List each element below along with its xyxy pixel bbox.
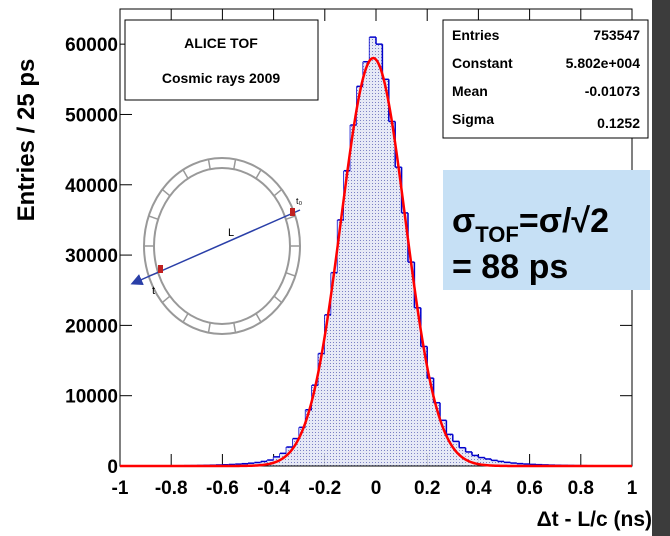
histogram-bar bbox=[305, 409, 312, 466]
x-tick-label: 0.4 bbox=[465, 478, 492, 499]
title-box bbox=[124, 19, 319, 101]
title-line: Cosmic rays 2009 bbox=[162, 70, 281, 86]
detector-diagram bbox=[130, 157, 301, 335]
stats-value: 753547 bbox=[593, 27, 640, 43]
diagram-label: L bbox=[228, 227, 234, 239]
stats-box bbox=[442, 19, 649, 139]
histogram-bar bbox=[318, 353, 325, 466]
histogram-bar bbox=[344, 170, 351, 466]
stats-name: Entries bbox=[452, 27, 500, 43]
histogram-bar bbox=[414, 307, 421, 466]
stats-value: 0.1252 bbox=[597, 115, 640, 131]
x-tick-label: 0.8 bbox=[568, 478, 594, 499]
y-tick-label: 30000 bbox=[65, 246, 118, 267]
x-tick-label: -0.6 bbox=[206, 478, 239, 499]
histogram-bar bbox=[446, 434, 453, 466]
histogram-bar bbox=[395, 167, 402, 466]
diagram-label: t₀ bbox=[296, 196, 303, 206]
stats-value: 5.802e+004 bbox=[566, 55, 641, 71]
annotation: = 88 ps bbox=[452, 248, 568, 286]
histogram-bar bbox=[401, 212, 408, 466]
y-tick-label: 0 bbox=[107, 457, 118, 478]
histogram-bar bbox=[484, 458, 492, 466]
y-tick-label: 10000 bbox=[65, 387, 118, 408]
stats-name: Mean bbox=[452, 83, 488, 99]
histogram-bar bbox=[382, 79, 389, 467]
histogram-bar bbox=[286, 447, 293, 466]
histogram-bar bbox=[299, 427, 306, 466]
y-tick-label: 20000 bbox=[65, 316, 118, 337]
stats-name: Constant bbox=[452, 55, 513, 71]
x-tick-label: 0 bbox=[371, 478, 382, 499]
y-tick-label: 40000 bbox=[65, 176, 118, 197]
x-tick-label: 1 bbox=[627, 478, 638, 499]
histogram-bar bbox=[440, 420, 447, 466]
title-line: ALICE TOF bbox=[184, 35, 258, 51]
histogram-bar bbox=[280, 453, 287, 466]
stats-name: Sigma bbox=[452, 111, 494, 127]
histogram-bar bbox=[312, 385, 319, 466]
x-tick-label: -0.4 bbox=[257, 478, 290, 499]
histogram-bar bbox=[408, 262, 415, 466]
y-tick-label: 60000 bbox=[65, 35, 118, 56]
histogram-bar bbox=[363, 61, 370, 466]
y-tick-label: 50000 bbox=[65, 105, 118, 126]
histogram-bar bbox=[356, 86, 364, 466]
x-tick-label: 0.2 bbox=[414, 478, 440, 499]
annotation-box bbox=[443, 170, 650, 290]
x-axis-label: Δt - L/c (ns) bbox=[537, 508, 652, 531]
annotation-part: =σ/√2 bbox=[519, 202, 609, 240]
histogram-bar bbox=[388, 121, 396, 466]
histogram-bar bbox=[337, 219, 344, 466]
histogram-bar bbox=[433, 402, 440, 466]
histogram-bar bbox=[376, 44, 383, 467]
histogram-bar bbox=[369, 37, 376, 466]
x-tick-label: -0.2 bbox=[308, 478, 341, 499]
histogram-bar bbox=[427, 378, 434, 466]
x-tick-label: -1 bbox=[112, 478, 129, 499]
x-tick-label: 0.6 bbox=[516, 478, 542, 499]
histogram-bar bbox=[350, 125, 357, 466]
annotation-part: σ bbox=[452, 202, 475, 240]
histogram-bar bbox=[420, 346, 428, 466]
histogram-bar bbox=[324, 314, 332, 466]
histogram-bar bbox=[497, 461, 504, 466]
histogram-bar bbox=[452, 441, 460, 466]
fit-curve bbox=[120, 56, 632, 468]
histogram-bar bbox=[292, 438, 300, 466]
histogram-bar bbox=[491, 460, 498, 466]
histogram-bar bbox=[510, 463, 517, 466]
y-axis-label: Entries / 25 ps bbox=[13, 59, 40, 222]
diagram-label: t bbox=[152, 285, 155, 297]
histogram-bar bbox=[478, 457, 485, 466]
annotation: σTOF=σ/√2 bbox=[452, 202, 609, 247]
annotation-sub: TOF bbox=[475, 222, 519, 247]
histogram-bar bbox=[504, 462, 511, 466]
stats-value: -0.01073 bbox=[585, 83, 640, 99]
histogram-bar bbox=[465, 451, 472, 466]
histogram-bar bbox=[331, 272, 338, 466]
histogram-bar bbox=[472, 455, 479, 466]
x-tick-label: -0.8 bbox=[155, 478, 188, 499]
